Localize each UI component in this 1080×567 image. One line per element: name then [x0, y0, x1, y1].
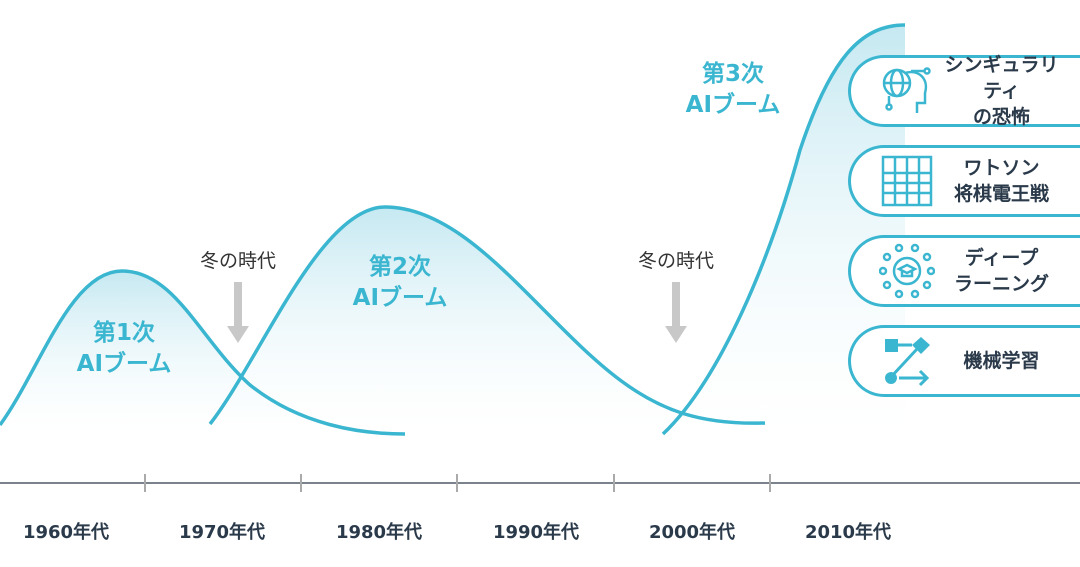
topic-line1: ワトソン — [963, 157, 1040, 179]
decade-label: 1960年代 — [22, 522, 110, 543]
boom2-label: 第2次 AIブーム — [353, 252, 448, 314]
ai-head-globe-icon — [882, 67, 931, 113]
topic-line1: 機械学習 — [963, 350, 1040, 372]
topic-watson-shogi: ワトソン 将棋電王戦 — [848, 145, 1080, 217]
decade-label: 2000年代 — [648, 522, 736, 543]
boom2-area — [210, 207, 765, 430]
boom1-area — [0, 271, 405, 434]
boom-line2: AIブーム — [352, 285, 448, 311]
axis-ticks — [144, 474, 771, 492]
topic-line1: ディープ — [964, 247, 1039, 269]
boom-line2: AIブーム — [76, 351, 172, 377]
boom-line2: AIブーム — [685, 92, 781, 118]
neural-network-graduation-icon — [879, 243, 935, 299]
topic-machine-learning: 機械学習 — [848, 325, 1080, 397]
topic-line2: の恐怖 — [972, 106, 1030, 128]
boom3-curve — [661, 23, 906, 436]
topic-line1: シンギュラリティ — [944, 54, 1059, 102]
boom3-area — [663, 25, 905, 434]
boom1-label: 第1次 AIブーム — [77, 318, 172, 380]
down-arrow-icon — [227, 282, 249, 343]
boom-line1: 第3次 — [701, 61, 765, 87]
boom3-label: 第3次 AIブーム — [686, 59, 781, 121]
boom2-curve — [208, 205, 766, 426]
decade-label: 1980年代 — [335, 522, 423, 543]
topic-line2: ラーニング — [953, 273, 1049, 295]
boom-line1: 第2次 — [368, 254, 432, 280]
shogi-board-icon — [881, 155, 933, 207]
down-arrow-icon — [665, 282, 687, 343]
boom1-curve — [0, 269, 406, 436]
topic-line2: 将棋電王戦 — [953, 183, 1049, 205]
decade-label: 1990年代 — [492, 522, 580, 543]
winter-label: 冬の時代 — [637, 250, 715, 272]
decade-label: 2010年代 — [804, 522, 892, 543]
decade-label: 1970年代 — [178, 522, 266, 543]
flow-diagram-icon — [885, 337, 930, 387]
boom-line1: 第1次 — [92, 320, 156, 346]
topic-singularity: シンギュラリティの恐怖 — [848, 54, 1080, 128]
winter-label: 冬の時代 — [199, 250, 277, 272]
topic-deep-learning: ディープ ラーニング — [848, 235, 1080, 307]
